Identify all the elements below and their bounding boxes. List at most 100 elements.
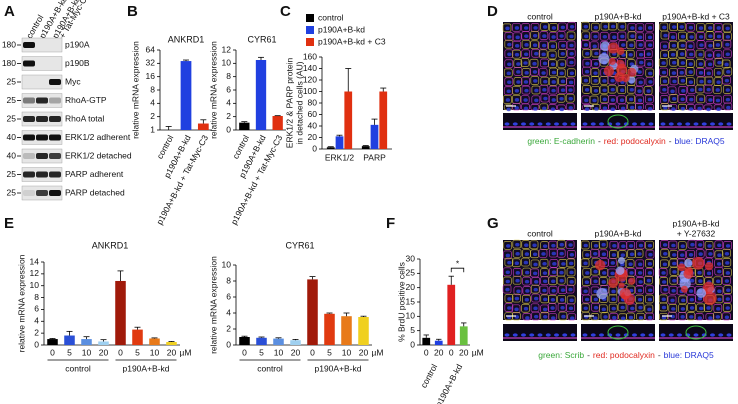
cell-outline [599,31,609,41]
nucleus [506,244,511,248]
error-bar [168,341,175,343]
nucleus [569,51,574,56]
blot-row-label: p190B [65,58,90,68]
nucleus [638,262,643,267]
xz-nucleus [599,122,604,126]
xz-section [581,324,655,341]
cell-outline [582,294,591,304]
nucleus [524,34,529,38]
nucleus [514,88,520,93]
nucleus [560,62,565,67]
panel-label: D [487,3,498,20]
blot-row-label: Myc [65,76,81,86]
x-tick-label: 5 [135,347,140,357]
nucleus [507,35,512,39]
nucleus [679,25,684,29]
nucleus [707,244,712,248]
y-tick-label: 4 [34,316,39,326]
nucleus [661,61,666,65]
cell-outline [669,258,679,268]
cell-outline [636,240,645,250]
nucleus [708,98,713,102]
nucleus [583,34,589,39]
cell-outline [686,22,695,32]
cell-outline [677,49,686,58]
nucleus [559,242,564,247]
cell-outline [529,240,539,250]
blot-band [23,190,35,196]
nucleus [541,71,546,75]
cell-outline [547,303,557,312]
cell-outline [512,49,521,59]
nucleus [716,34,722,39]
nucleus [551,80,556,84]
cell-outline [626,40,636,50]
legend-label: control [318,12,344,22]
nucleus [610,24,616,29]
nucleus [569,34,574,39]
xz-nucleus [648,122,654,126]
nucleus [628,244,634,248]
nucleus [647,315,653,320]
xz-nucleus [693,333,699,337]
panel-label: F [386,215,395,232]
cell-outline [582,277,591,287]
cell-outline [635,259,645,269]
cell-outline [504,303,514,312]
nucleus [593,269,598,274]
cell-outline [540,22,549,31]
error-bar [327,146,334,148]
nucleus [699,43,704,47]
cell-outline [694,313,704,321]
nucleus [708,34,713,38]
nucleus [505,98,511,102]
error-bar [165,126,172,130]
xz-nucleus [677,333,682,337]
nucleus [568,80,574,85]
mw-label: 25 [7,113,17,123]
xz-nucleus [668,333,674,337]
nucleus [647,62,652,66]
cell-outline [600,21,610,31]
y-tick-label: 8 [150,84,155,94]
nucleus [611,289,616,294]
cell-outline [678,31,687,41]
cluster-cell [621,73,630,83]
nucleus [552,262,557,266]
nucleus [637,297,643,302]
nucleus [523,306,529,311]
cell-outline [667,86,677,96]
cell-outline [590,75,600,85]
y-tick-label: 0 [226,339,231,349]
nucleus [629,252,635,257]
cell-outline [539,40,549,50]
nucleus [637,35,643,40]
nucleus [534,280,539,284]
error-bar [380,87,387,92]
nucleus [570,316,575,320]
cell-outline [713,40,722,49]
y-tick-label: 100 [303,86,317,96]
cell-outline [617,21,627,31]
nucleus [688,44,693,49]
y-tick-label: 2 [34,327,39,337]
bar [239,122,250,130]
nucleus [593,279,598,284]
xz-section [503,324,577,341]
cell-outline [565,103,575,111]
cell-outline [598,304,608,314]
cell-outline [538,249,548,258]
blot-row-label: PARP detached [65,187,125,197]
nucleus [560,288,566,292]
nucleus [697,316,703,320]
blot-band [49,97,61,104]
cell-outline [502,23,512,33]
y-tick-label: 2 [150,111,155,121]
nucleus [672,270,677,274]
cell-outline [503,250,512,260]
cluster-cell [703,291,717,306]
bar [447,284,456,345]
x-tick-label: 20 [167,347,177,357]
nucleus [568,88,573,92]
bar [344,91,353,149]
